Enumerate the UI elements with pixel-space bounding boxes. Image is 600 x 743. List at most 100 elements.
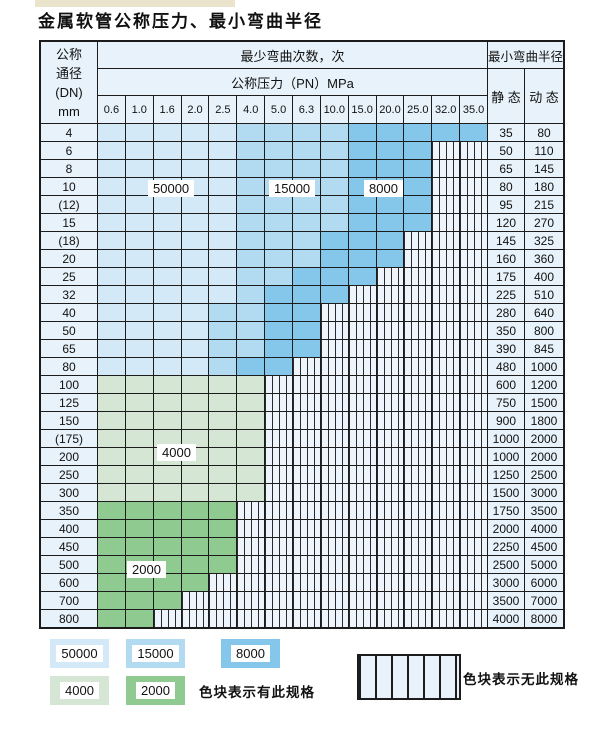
no-spec-cell (265, 484, 292, 501)
spec-cell (153, 376, 181, 393)
no-spec-cell (209, 574, 237, 591)
spec-cell (265, 214, 292, 231)
no-spec-cell (320, 574, 348, 591)
spec-cell (181, 412, 209, 429)
spec-cell (237, 268, 265, 285)
no-spec-cell (153, 610, 181, 627)
spec-cell (376, 196, 404, 213)
no-spec-cell (237, 538, 265, 555)
no-spec-cell (320, 322, 348, 339)
spec-cell (265, 250, 292, 267)
cycles-label-8000: 8000 (364, 180, 403, 197)
no-spec-cell (376, 340, 404, 357)
no-spec-cell (460, 430, 487, 447)
dynamic-radius-cell: 360 (525, 250, 563, 267)
static-radius-cell: 480 (488, 358, 524, 375)
pressure-col-header: 0.6 (98, 96, 125, 123)
spec-cell (98, 250, 125, 267)
no-spec-cell (432, 268, 460, 285)
dynamic-radius-cell: 215 (525, 196, 563, 213)
no-spec-cell (404, 502, 432, 519)
spec-cell (98, 502, 125, 519)
no-spec-cell (348, 376, 376, 393)
dn-cell: 10 (41, 178, 97, 195)
spec-cell (209, 412, 237, 429)
no-spec-cell (432, 286, 460, 303)
spec-cell (153, 250, 181, 267)
spec-cell (237, 232, 265, 249)
no-spec-cell (348, 286, 376, 303)
dn-cell: 20 (41, 250, 97, 267)
spec-cell (209, 142, 237, 159)
spec-cell (153, 142, 181, 159)
pressure-col-header: 5.0 (265, 96, 292, 123)
spec-cell (209, 232, 237, 249)
pressure-col-header: 1.6 (153, 96, 181, 123)
spec-cell (181, 394, 209, 411)
no-spec-cell (404, 340, 432, 357)
static-radius-cell: 50 (488, 142, 524, 159)
spec-cell (98, 394, 125, 411)
no-spec-cell (460, 178, 487, 195)
spec-cell (153, 286, 181, 303)
static-radius-cell: 80 (488, 178, 524, 195)
no-spec-cell (460, 214, 487, 231)
no-spec-cell (293, 502, 320, 519)
no-spec-cell (432, 448, 460, 465)
no-spec-cell (376, 448, 404, 465)
spec-cell (293, 322, 320, 339)
no-spec-cell (376, 592, 404, 609)
spec-cell (181, 196, 209, 213)
no-spec-cell (404, 610, 432, 627)
spec-cell (153, 394, 181, 411)
no-spec-cell (181, 610, 209, 627)
no-spec-cell (293, 376, 320, 393)
no-spec-cell (265, 376, 292, 393)
no-spec-cell (376, 502, 404, 519)
spec-cell (237, 214, 265, 231)
no-spec-cell (460, 196, 487, 213)
no-spec-cell (404, 520, 432, 537)
static-radius-cell: 1750 (488, 502, 524, 519)
dn-cell: 15 (41, 214, 97, 231)
spec-cell (237, 394, 265, 411)
spec-cell (125, 286, 153, 303)
dynamic-radius-cell: 110 (525, 142, 563, 159)
spec-cell (404, 124, 432, 141)
spec-cell (98, 448, 125, 465)
pressure-col-header: 4.0 (237, 96, 265, 123)
dn-cell: 150 (41, 412, 97, 429)
spec-cell (98, 268, 125, 285)
static-radius-cell: 95 (488, 196, 524, 213)
spec-cell (125, 484, 153, 501)
pressure-col-header: 2.0 (181, 96, 209, 123)
no-spec-cell (320, 394, 348, 411)
no-spec-cell (404, 322, 432, 339)
dn-cell: 65 (41, 340, 97, 357)
dynamic-radius-cell: 1500 (525, 394, 563, 411)
no-spec-cell (320, 520, 348, 537)
spec-cell (153, 340, 181, 357)
dn-cell: 125 (41, 394, 97, 411)
spec-cell (320, 250, 348, 267)
dn-cell: 350 (41, 502, 97, 519)
spec-cell (376, 124, 404, 141)
spec-cell (237, 322, 265, 339)
spec-cell (209, 304, 237, 321)
spec-cell (209, 160, 237, 177)
spec-cell (293, 214, 320, 231)
spec-cell (265, 268, 292, 285)
no-spec-cell (404, 484, 432, 501)
no-spec-cell (348, 592, 376, 609)
no-spec-cell (293, 394, 320, 411)
no-spec-cell (460, 556, 487, 573)
pressure-col-header: 20.0 (376, 96, 404, 123)
spec-cell (181, 430, 209, 447)
legend-value: 15000 (132, 645, 179, 662)
dn-cell: (175) (41, 430, 97, 447)
spec-cell (237, 196, 265, 213)
no-spec-cell (237, 592, 265, 609)
no-spec-cell (293, 556, 320, 573)
spec-cell (404, 178, 432, 195)
no-spec-cell (265, 520, 292, 537)
